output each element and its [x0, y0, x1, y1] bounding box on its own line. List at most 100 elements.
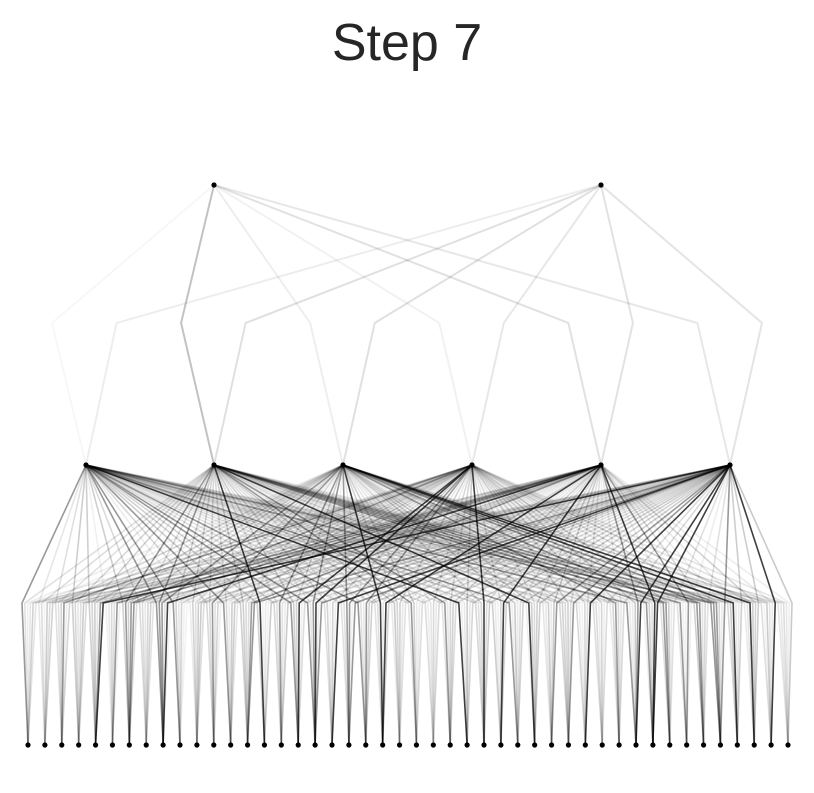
edge	[213, 464, 789, 746]
edge	[471, 184, 602, 466]
edge	[94, 464, 731, 746]
edge	[719, 464, 731, 746]
node	[380, 742, 386, 748]
edge	[128, 464, 602, 746]
edge	[196, 464, 602, 746]
edge	[342, 464, 654, 746]
edge	[246, 464, 602, 746]
node	[211, 742, 217, 748]
edge	[449, 464, 473, 746]
edge	[213, 464, 485, 746]
edge	[213, 184, 344, 466]
edge	[342, 184, 602, 466]
edge	[44, 464, 473, 746]
edge	[213, 464, 384, 746]
edge	[213, 464, 637, 746]
edge	[194, 464, 344, 746]
edge	[85, 464, 756, 746]
node	[582, 742, 588, 748]
edge	[43, 464, 344, 746]
edge	[85, 464, 739, 746]
edge	[213, 464, 300, 746]
edge	[213, 464, 502, 746]
edge	[177, 464, 344, 746]
edges	[21, 184, 793, 746]
edge	[331, 464, 731, 746]
edge	[85, 464, 215, 746]
edge	[213, 184, 731, 466]
edge	[162, 464, 731, 746]
edge	[471, 464, 671, 746]
edge	[652, 464, 731, 746]
node	[83, 462, 89, 468]
edge	[213, 464, 604, 746]
edge	[601, 464, 731, 746]
edge	[213, 464, 587, 746]
edge	[342, 464, 739, 746]
edge	[196, 464, 731, 746]
edge	[550, 464, 731, 746]
edge	[342, 464, 620, 746]
node	[727, 462, 733, 468]
node	[59, 742, 65, 748]
node	[228, 742, 234, 748]
edge	[213, 464, 232, 746]
node	[599, 742, 605, 748]
edge	[175, 464, 215, 746]
edge	[471, 464, 485, 745]
edge	[85, 464, 519, 746]
node	[76, 742, 82, 748]
edge	[471, 464, 722, 746]
edge	[342, 464, 367, 746]
edge	[432, 464, 473, 746]
edge	[111, 464, 731, 746]
edge	[213, 464, 739, 746]
edge	[342, 464, 401, 746]
edge	[213, 464, 671, 746]
node	[717, 742, 724, 748]
title: Step 7	[332, 14, 482, 72]
edge	[85, 464, 772, 746]
edge	[600, 184, 764, 466]
edge	[179, 464, 473, 746]
edge	[600, 464, 791, 746]
edge	[213, 464, 333, 746]
edge	[342, 464, 789, 746]
edge	[213, 464, 249, 746]
node	[278, 742, 284, 748]
edge	[516, 464, 731, 746]
node	[295, 742, 301, 748]
edge	[228, 464, 344, 746]
edge	[85, 464, 266, 746]
edge	[162, 464, 473, 746]
node	[109, 742, 116, 748]
edge	[483, 464, 731, 746]
edge	[600, 464, 757, 746]
edge	[342, 464, 536, 746]
edge	[85, 464, 198, 746]
node	[633, 742, 639, 748]
edge	[179, 464, 602, 746]
edge	[85, 464, 232, 746]
edge	[77, 464, 473, 746]
edge	[263, 464, 473, 746]
edge	[618, 464, 731, 746]
edge	[314, 464, 473, 746]
node	[244, 742, 251, 748]
edge	[329, 464, 344, 746]
edge	[85, 464, 384, 746]
edge	[213, 464, 367, 746]
edge	[40, 464, 215, 746]
edge	[471, 464, 739, 746]
edge	[111, 464, 602, 746]
edge	[213, 464, 283, 746]
edge	[213, 464, 316, 746]
edge	[213, 464, 266, 746]
edge	[85, 464, 401, 746]
edge	[449, 464, 731, 746]
edge	[314, 464, 731, 746]
edge	[668, 464, 731, 746]
edge	[342, 464, 756, 746]
node	[194, 742, 200, 748]
edge	[111, 464, 473, 746]
